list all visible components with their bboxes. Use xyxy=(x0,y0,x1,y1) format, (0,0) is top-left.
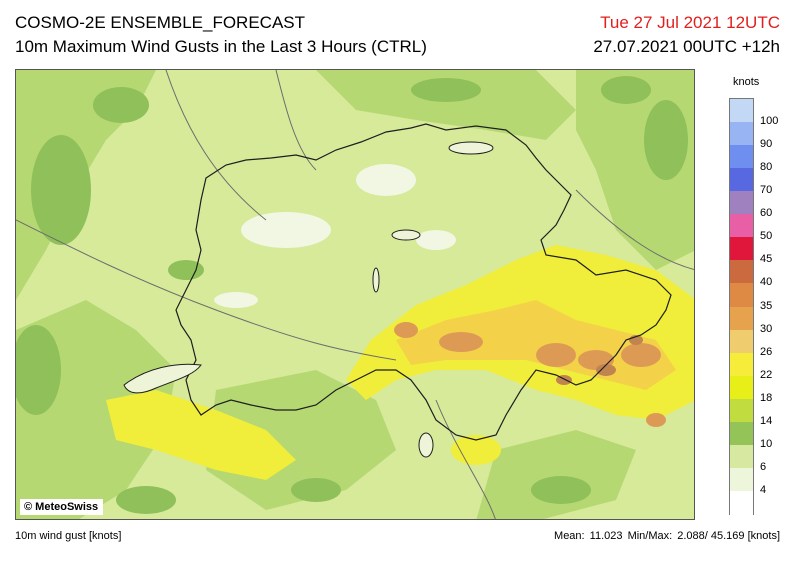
model-title: COSMO-2E ENSEMBLE_FORECAST xyxy=(15,13,306,32)
legend-label: 26 xyxy=(760,345,773,358)
map-canvas: © MeteoSwiss xyxy=(16,70,694,519)
lakes xyxy=(123,141,494,458)
meteoswiss-credit: © MeteoSwiss xyxy=(20,499,104,515)
legend-swatch xyxy=(730,306,753,331)
legend-label: 40 xyxy=(760,276,773,289)
legend-label: 22 xyxy=(760,368,773,381)
legend-label: 35 xyxy=(760,299,773,312)
legend-swatch xyxy=(730,467,753,492)
color-legend xyxy=(729,98,754,515)
country-border xyxy=(175,123,672,441)
legend-label: 6 xyxy=(760,460,767,473)
legend-swatch xyxy=(730,352,753,377)
region-lines xyxy=(16,70,694,519)
legend-swatch xyxy=(730,191,753,216)
legend-swatch xyxy=(730,398,753,423)
run-time: 27.07.2021 00UTC +12h xyxy=(593,37,780,56)
mean-label: Mean: xyxy=(554,530,585,542)
legend-label: 14 xyxy=(760,414,773,427)
minmax-label: Min/Max: xyxy=(627,530,673,542)
legend-label: 18 xyxy=(760,391,773,404)
legend-swatch xyxy=(730,375,753,400)
legend-label: 60 xyxy=(760,207,773,220)
legend-swatch xyxy=(730,237,753,262)
legend-label: 30 xyxy=(760,322,773,335)
legend-label: 4 xyxy=(760,483,767,496)
legend-label: 100 xyxy=(760,115,779,128)
variable-label: 10m wind gust [knots] xyxy=(15,530,122,542)
legend-label: 90 xyxy=(760,138,773,151)
legend-unit: knots xyxy=(733,76,760,88)
statistics: Mean: 11.023 Min/Max: 2.088/ 45.169 [kno… xyxy=(552,530,780,542)
legend-label: 45 xyxy=(760,253,773,266)
legend-swatch xyxy=(730,99,753,123)
legend-swatch xyxy=(730,168,753,193)
legend-label: 10 xyxy=(760,437,773,450)
mean-value: 11.023 xyxy=(589,530,623,542)
legend-swatch xyxy=(730,421,753,446)
legend-swatch xyxy=(730,145,753,170)
valid-time: Tue 27 Jul 2021 12UTC xyxy=(600,13,780,32)
minmax-value: 2.088/ 45.169 [knots] xyxy=(677,530,780,542)
legend-swatch xyxy=(730,260,753,285)
legend-label: 80 xyxy=(760,161,773,174)
legend-swatch xyxy=(730,444,753,469)
legend-swatch xyxy=(730,283,753,308)
legend-label: 50 xyxy=(760,230,773,243)
legend-label: 70 xyxy=(760,184,773,197)
legend-swatch xyxy=(730,122,753,147)
wind-gust-map: © MeteoSwiss xyxy=(15,69,695,520)
strong-gust-peaks xyxy=(394,322,666,427)
stronger-green-patches xyxy=(16,76,688,514)
field-title: 10m Maximum Wind Gusts in the Last 3 Hou… xyxy=(15,37,427,56)
calm-areas xyxy=(214,164,456,308)
legend-swatch xyxy=(730,490,753,515)
legend-swatch xyxy=(730,329,753,354)
legend-swatch xyxy=(730,214,753,239)
